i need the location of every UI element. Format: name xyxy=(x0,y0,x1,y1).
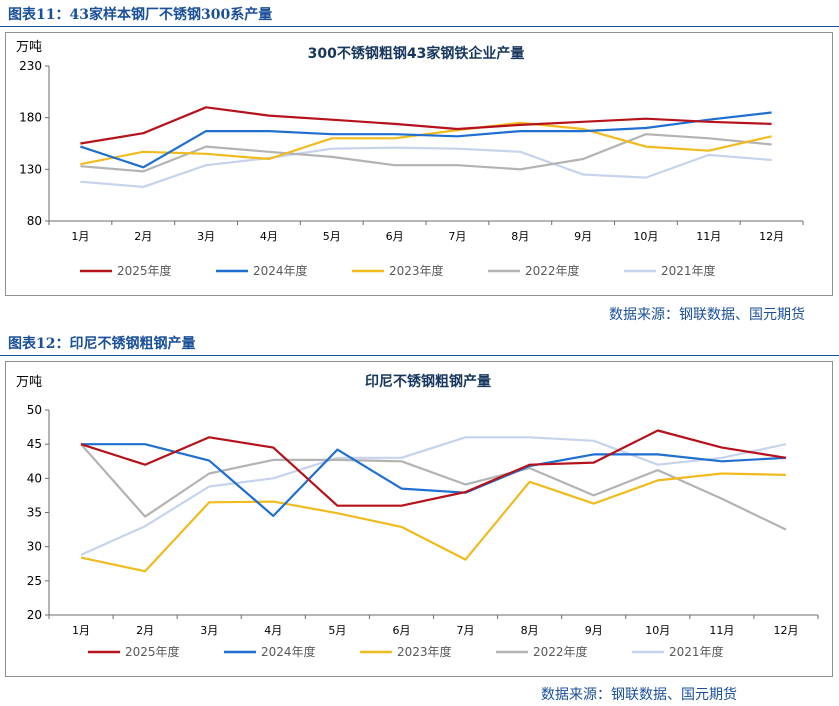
chart2-legend-label: 2023年度 xyxy=(397,644,452,659)
chart2-series-2024年度 xyxy=(81,443,787,517)
chart2-x-tick-label: 2月 xyxy=(136,624,154,637)
chart1-x-tick-label: 1月 xyxy=(71,230,89,243)
chart2: 印尼不锈钢粗钢产量 万吨 20 25 30 35 40 45 50 1月 2月 3月 4月 5月 6月 7月 8… xyxy=(16,373,819,659)
chart1-series-2025年度 xyxy=(80,106,772,145)
chart2-legend-label: 2025年度 xyxy=(125,644,180,659)
chart2-x-tick-label: 3月 xyxy=(200,624,218,637)
chart2-title: 印尼不锈钢粗钢产量 xyxy=(365,373,491,390)
chart2-y-tick-label: 25 xyxy=(27,574,42,588)
figure11-source: 数据来源：钢联数据、国元期货 xyxy=(609,307,805,323)
chart2-series-2025年度 xyxy=(80,429,787,507)
chart2-x-tick-label: 8月 xyxy=(521,624,539,637)
chart2-series-2022年度 xyxy=(80,443,787,531)
chart2-panel: 印尼不锈钢粗钢产量 万吨 20 25 30 35 40 45 50 1月 2月 3月 4月 5月 6月 7月 8… xyxy=(5,361,833,677)
chart1-x-tick-label: 5月 xyxy=(323,230,341,243)
chart1-x-tick-label: 3月 xyxy=(197,230,215,243)
chart2-legend-label: 2024年度 xyxy=(261,644,316,659)
chart2-x-tick-label: 6月 xyxy=(392,624,410,637)
chart1-series-2022年度 xyxy=(80,133,772,173)
chart1-y-tick-label: 180 xyxy=(19,111,42,125)
chart1-series-2021年度 xyxy=(80,146,772,188)
chart1-legend-label: 2021年度 xyxy=(661,263,716,278)
figure12-source: 数据来源：钢联数据、国元期货 xyxy=(541,687,737,703)
chart2-y-tick-label: 20 xyxy=(27,608,42,622)
chart1-x-tick-label: 7月 xyxy=(448,230,466,243)
chart1-x-tick-label: 10月 xyxy=(633,230,658,243)
chart1-y-tick-label: 80 xyxy=(27,214,42,228)
chart1-legend-label: 2025年度 xyxy=(117,263,172,278)
chart1-ylabel: 万吨 xyxy=(16,40,42,55)
chart2-x-tick-label: 10月 xyxy=(645,624,670,637)
chart2-series-2021年度 xyxy=(80,436,787,556)
chart1-legend-label: 2023年度 xyxy=(389,263,444,278)
chart1-title: 300不锈钢粗钢43家钢铁企业产量 xyxy=(308,45,525,62)
chart1-legend-label: 2022年度 xyxy=(525,263,580,278)
chart2-y-tick-label: 40 xyxy=(27,471,42,485)
chart1-x-tick-label: 11月 xyxy=(696,230,721,243)
chart2-series-2023年度 xyxy=(80,472,787,573)
chart2-x-tick-label: 1月 xyxy=(72,624,90,637)
chart1: 300不锈钢粗钢43家钢铁企业产量 万吨 80 130 180 230 1月 2月 3月 4月 5月… xyxy=(16,40,804,278)
chart1-y-tick-label: 230 xyxy=(19,59,42,73)
chart1-x-tick-label: 8月 xyxy=(511,230,529,243)
figure12-divider xyxy=(0,355,839,356)
chart2-x-tick-label: 4月 xyxy=(264,624,282,637)
figure12-heading: 图表12：印尼不锈钢粗钢产量 xyxy=(8,336,196,352)
chart2-x-tick-label: 9月 xyxy=(585,624,603,637)
figure11-heading: 图表11：43家样本钢厂不锈钢300系产量 xyxy=(8,7,273,23)
chart2-legend-label: 2021年度 xyxy=(669,644,724,659)
figure11-divider xyxy=(0,26,839,27)
chart2-y-tick-label: 50 xyxy=(27,403,42,417)
chart2-x-tick-label: 11月 xyxy=(709,624,734,637)
chart1-x-tick-label: 12月 xyxy=(759,230,784,243)
chart1-y-tick-label: 130 xyxy=(19,162,42,176)
chart1-series-2024年度 xyxy=(80,111,772,169)
chart1-legend-label: 2024年度 xyxy=(253,263,308,278)
chart2-y-tick-label: 35 xyxy=(27,506,42,520)
chart2-ylabel: 万吨 xyxy=(16,375,42,390)
chart2-legend-label: 2022年度 xyxy=(533,644,588,659)
chart2-x-tick-label: 12月 xyxy=(773,624,798,637)
chart2-x-tick-label: 5月 xyxy=(328,624,346,637)
chart2-y-tick-label: 30 xyxy=(27,540,42,554)
chart1-x-tick-label: 9月 xyxy=(574,230,592,243)
chart1-x-tick-label: 6月 xyxy=(386,230,404,243)
chart1-x-tick-label: 4月 xyxy=(260,230,278,243)
chart2-x-tick-label: 7月 xyxy=(457,624,475,637)
chart1-x-tick-label: 2月 xyxy=(134,230,152,243)
chart1-panel: 300不锈钢粗钢43家钢铁企业产量 万吨 80 130 180 230 1月 2月 3月 4月 5月… xyxy=(5,32,833,296)
chart2-y-tick-label: 45 xyxy=(27,437,42,451)
